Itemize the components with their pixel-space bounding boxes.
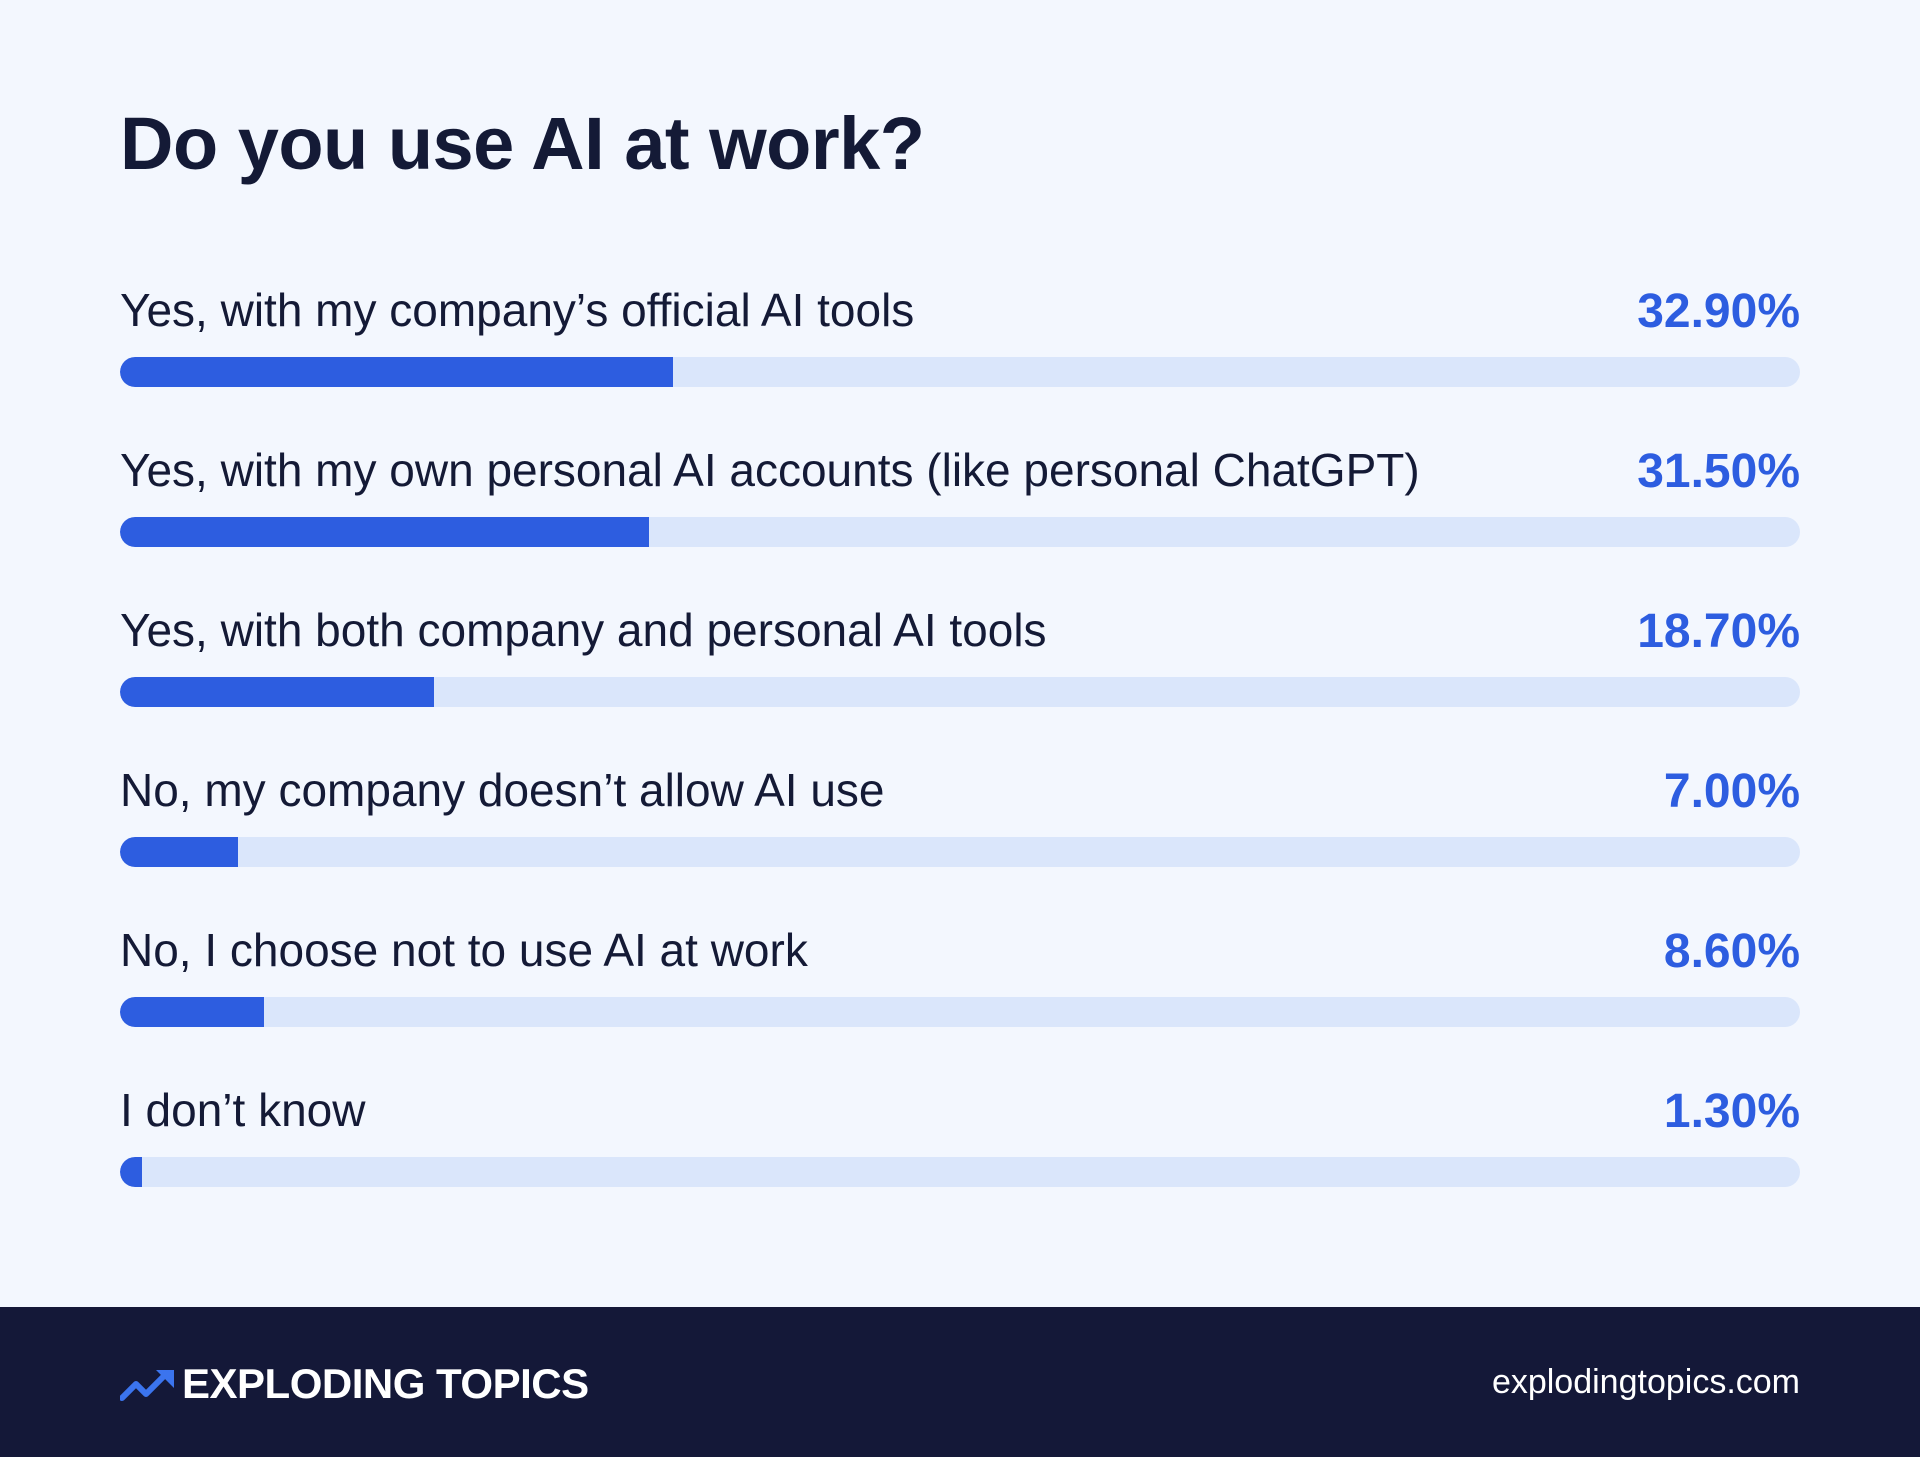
bar-value-label: 32.90% xyxy=(1637,285,1800,338)
bar-row: No, my company doesn’t allow AI use 7.00% xyxy=(120,755,1800,915)
bar-label: No, my company doesn’t allow AI use xyxy=(120,764,885,816)
bar-fill xyxy=(120,1157,142,1187)
bar-label: Yes, with my own personal AI accounts (l… xyxy=(120,444,1420,496)
chart-title: Do you use AI at work? xyxy=(120,102,925,185)
bar-value-label: 31.50% xyxy=(1637,445,1800,498)
bar-chart: Do you use AI at work? Yes, with my comp… xyxy=(120,0,1800,1307)
bar-rows: Yes, with my company’s official AI tools… xyxy=(120,275,1800,1235)
bar-fill xyxy=(120,677,435,707)
brand-name: EXPLODING TOPICS xyxy=(182,1360,589,1407)
bar-track xyxy=(120,837,1800,867)
bar-track xyxy=(120,997,1800,1027)
bar-fill xyxy=(120,357,673,387)
website-url: explodingtopics.com xyxy=(1491,1363,1800,1401)
bar-label: Yes, with both company and personal AI t… xyxy=(120,604,1047,656)
bar-fill xyxy=(120,517,650,547)
bar-label: No, I choose not to use AI at work xyxy=(120,924,808,976)
brand-logo: EXPLODING TOPICS xyxy=(120,1360,589,1408)
bar-row: No, I choose not to use AI at work 8.60% xyxy=(120,915,1800,1075)
bar-value-label: 1.30% xyxy=(1663,1085,1800,1138)
footer: EXPLODING TOPICS explodingtopics.com xyxy=(0,1307,1920,1457)
bar-row: Yes, with both company and personal AI t… xyxy=(120,595,1800,755)
bar-row: I don’t know 1.30% xyxy=(120,1075,1800,1235)
bar-row: Yes, with my company’s official AI tools… xyxy=(120,275,1800,435)
bar-value-label: 7.00% xyxy=(1663,765,1800,818)
bar-value-label: 18.70% xyxy=(1637,605,1800,658)
bar-track xyxy=(120,517,1800,547)
bar-track xyxy=(120,677,1800,707)
bar-label: I don’t know xyxy=(120,1084,366,1136)
bar-track xyxy=(120,1157,1800,1187)
bar-row: Yes, with my own personal AI accounts (l… xyxy=(120,435,1800,595)
bar-label: Yes, with my company’s official AI tools xyxy=(120,284,915,336)
bar-track xyxy=(120,357,1800,387)
bar-fill xyxy=(120,837,238,867)
bar-value-label: 8.60% xyxy=(1663,925,1800,978)
bar-fill xyxy=(120,997,265,1027)
trend-up-icon xyxy=(120,1370,174,1401)
